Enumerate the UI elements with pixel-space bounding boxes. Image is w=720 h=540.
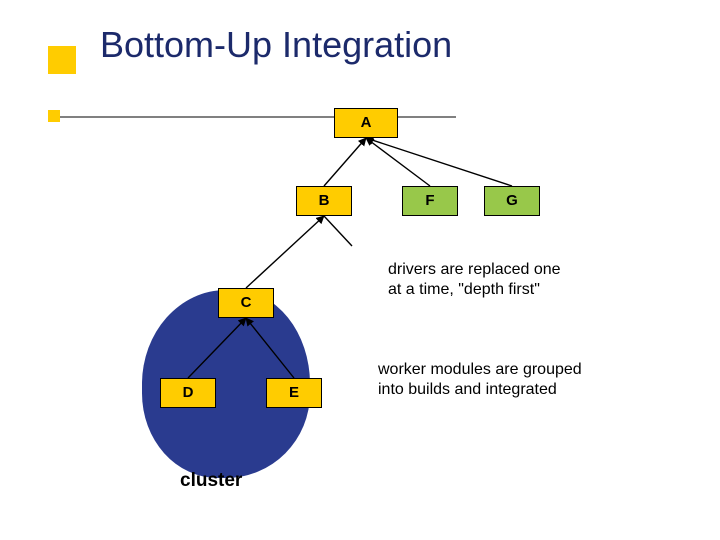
edges-layer: [0, 0, 720, 540]
accent-square-large: [48, 46, 76, 74]
annotation-drivers: drivers are replaced oneat a time, "dept…: [388, 260, 561, 300]
cluster-label: cluster: [180, 470, 242, 492]
node-g: G: [484, 186, 540, 216]
node-e: E: [266, 378, 322, 408]
node-f: F: [402, 186, 458, 216]
annotation-workers: worker modules are groupedinto builds an…: [378, 360, 582, 400]
node-b: B: [296, 186, 352, 216]
accent-square-small: [48, 110, 60, 122]
node-c: C: [218, 288, 274, 318]
slide-title: Bottom-Up Integration: [100, 24, 452, 66]
node-a: A: [334, 108, 398, 138]
slide: Bottom-Up Integration A B F G C D E driv…: [0, 0, 720, 540]
node-d: D: [160, 378, 216, 408]
